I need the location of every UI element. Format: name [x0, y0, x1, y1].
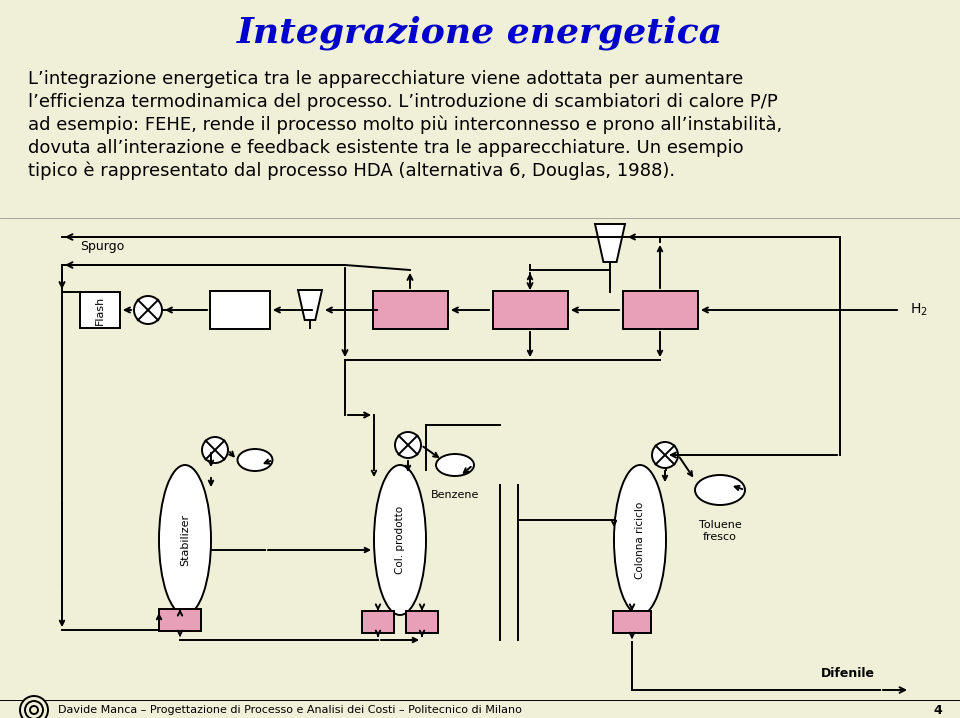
- Circle shape: [395, 432, 421, 458]
- Bar: [362, 611, 394, 633]
- Bar: [492, 291, 567, 329]
- Polygon shape: [595, 224, 625, 262]
- Text: H$_2$: H$_2$: [910, 302, 927, 318]
- Text: Col. prodotto: Col. prodotto: [395, 506, 405, 574]
- Text: ad esempio: FEHE, rende il processo molto più interconnesso e prono all’instabil: ad esempio: FEHE, rende il processo molt…: [28, 116, 782, 134]
- Ellipse shape: [436, 454, 474, 476]
- Text: Spurgo: Spurgo: [80, 240, 124, 253]
- Text: Toluene
fresco: Toluene fresco: [699, 520, 741, 541]
- Ellipse shape: [374, 465, 426, 615]
- Polygon shape: [298, 290, 322, 320]
- Text: Difenile: Difenile: [821, 667, 875, 680]
- Bar: [372, 291, 447, 329]
- Text: dovuta all’interazione e feedback esistente tra le apparecchiature. Un esempio: dovuta all’interazione e feedback esiste…: [28, 139, 744, 157]
- Ellipse shape: [695, 475, 745, 505]
- Text: l’efficienza termodinamica del processo. L’introduzione di scambiatori di calore: l’efficienza termodinamica del processo.…: [28, 93, 778, 111]
- Text: L’integrazione energetica tra le apparecchiature viene adottata per aumentare: L’integrazione energetica tra le apparec…: [28, 70, 743, 88]
- Bar: [613, 611, 651, 633]
- Bar: [80, 292, 120, 328]
- Text: Stabilizer: Stabilizer: [180, 514, 190, 566]
- Circle shape: [652, 442, 678, 468]
- Ellipse shape: [237, 449, 273, 471]
- Text: tipico è rappresentato dal processo HDA (alternativa 6, Douglas, 1988).: tipico è rappresentato dal processo HDA …: [28, 162, 675, 180]
- Text: Integrazione energetica: Integrazione energetica: [237, 16, 723, 50]
- Circle shape: [20, 696, 48, 718]
- Text: Colonna riciclo: Colonna riciclo: [635, 501, 645, 579]
- Ellipse shape: [159, 465, 211, 615]
- Bar: [159, 609, 201, 631]
- Circle shape: [134, 296, 162, 324]
- Circle shape: [202, 437, 228, 463]
- Bar: [406, 611, 438, 633]
- Text: 4: 4: [933, 704, 942, 717]
- Bar: [622, 291, 698, 329]
- Ellipse shape: [614, 465, 666, 615]
- Text: Flash: Flash: [95, 295, 105, 325]
- Text: Benzene: Benzene: [431, 490, 479, 500]
- Circle shape: [30, 706, 38, 714]
- Bar: [210, 291, 270, 329]
- Text: Davide Manca – Progettazione di Processo e Analisi dei Costi – Politecnico di Mi: Davide Manca – Progettazione di Processo…: [58, 705, 522, 715]
- Circle shape: [25, 701, 43, 718]
